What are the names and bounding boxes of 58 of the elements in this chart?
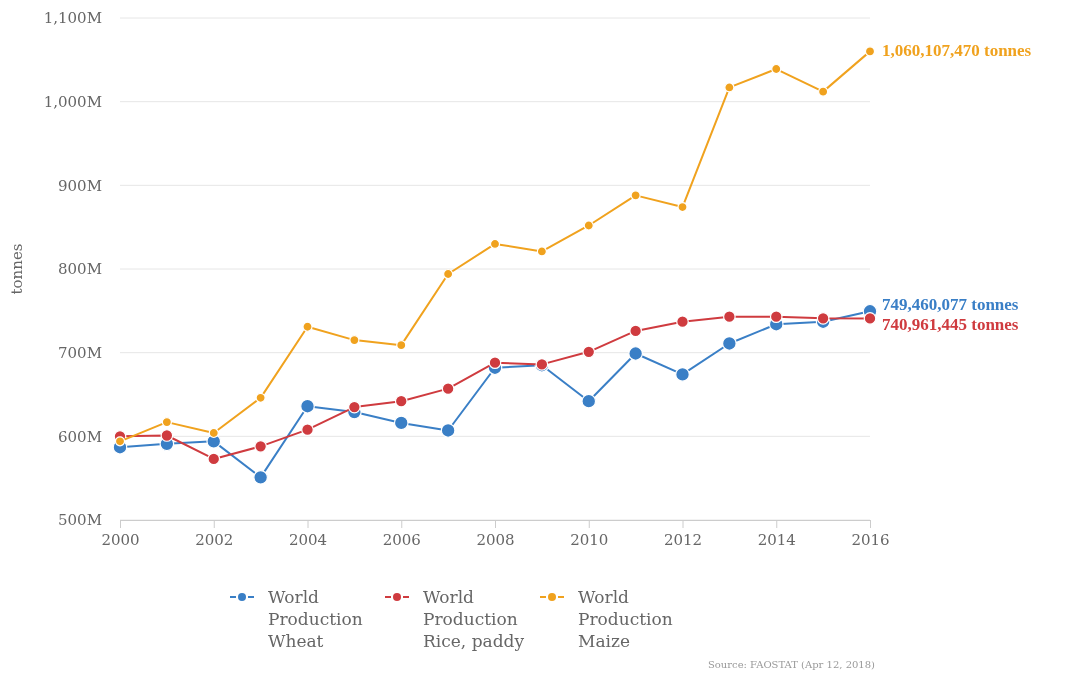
y-axis-title: tonnes [8, 243, 26, 295]
y-tick-label: 1,100M [43, 9, 102, 28]
point [723, 310, 736, 324]
point [160, 429, 174, 442]
point [302, 321, 313, 332]
point [393, 415, 409, 431]
point [301, 423, 314, 436]
y-tick-label: 700M [58, 343, 102, 362]
point [582, 345, 596, 359]
point [394, 394, 408, 408]
data-label: 1,060,107,470 tonnes [882, 41, 1032, 61]
point [864, 46, 876, 57]
point [114, 436, 126, 447]
legend-label: World Production Rice, paddy [423, 587, 525, 651]
x-tick-label: 2002 [195, 530, 234, 549]
data-label: 740,961,445 tonnes [882, 314, 1019, 334]
point [254, 440, 267, 453]
point [581, 393, 597, 409]
x-tick-label: 2016 [851, 530, 890, 549]
point [818, 86, 829, 97]
x-tick-label: 2010 [570, 530, 609, 549]
y-tick-label: 500M [58, 511, 102, 530]
point [536, 246, 547, 257]
point [628, 346, 643, 361]
point [675, 367, 690, 382]
point [443, 268, 454, 280]
y-tick-label: 1,000M [43, 92, 102, 111]
point [630, 190, 641, 201]
y-tick-label: 800M [58, 260, 102, 279]
point [771, 63, 782, 75]
point [300, 398, 315, 414]
point [440, 423, 456, 438]
point [816, 312, 830, 325]
point [253, 469, 268, 485]
x-tick-label: 2008 [476, 530, 515, 549]
x-tick-label: 2006 [382, 530, 421, 549]
legend-label: World Production Wheat [268, 587, 363, 651]
source-note: Source: FAOSTAT (Apr 12, 2018) [707, 659, 876, 670]
point [488, 356, 502, 370]
x-tick-label: 2014 [757, 530, 796, 549]
point [629, 324, 642, 338]
legend-label: World Production Maize [578, 587, 673, 651]
point [863, 312, 877, 325]
x-tick-label: 2012 [663, 530, 703, 549]
point [769, 310, 783, 324]
data-label: 749,460,077 tonnes [882, 294, 1019, 314]
point [441, 382, 455, 395]
point [207, 452, 221, 466]
x-tick-label: 2000 [101, 530, 140, 549]
point [724, 82, 735, 93]
y-tick-label: 600M [58, 427, 102, 446]
point [583, 220, 594, 231]
point [676, 315, 689, 329]
x-tick-label: 2004 [288, 530, 328, 549]
point [722, 336, 737, 351]
point [348, 400, 361, 414]
y-tick-label: 900M [58, 176, 102, 195]
point [255, 392, 266, 403]
